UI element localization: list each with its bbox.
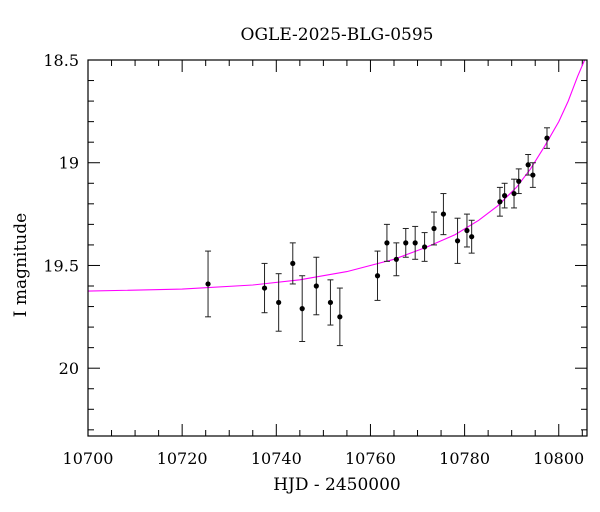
point-marker	[384, 240, 390, 246]
point-marker	[464, 227, 470, 234]
point-marker	[313, 283, 319, 289]
data-points-group	[205, 127, 550, 347]
y-axis-label: I magnitude	[11, 213, 31, 317]
y-tick-label: 18.5	[43, 51, 79, 70]
point-marker	[502, 193, 508, 199]
data-point	[511, 178, 518, 209]
data-point	[496, 186, 503, 217]
point-marker	[412, 240, 418, 246]
point-marker	[454, 238, 461, 244]
model-curve	[87, 59, 586, 292]
point-marker	[525, 162, 531, 168]
data-point	[412, 225, 419, 260]
model-curve-group	[87, 59, 586, 292]
point-marker	[516, 178, 522, 184]
x-tick-label: 10760	[345, 449, 396, 468]
data-point	[374, 250, 381, 301]
point-marker	[299, 306, 305, 312]
data-point	[275, 273, 282, 332]
point-marker	[393, 256, 399, 262]
data-point	[402, 227, 409, 258]
y-tick-label: 19	[59, 154, 79, 173]
data-point	[431, 211, 438, 246]
data-point	[261, 262, 268, 314]
x-axis-label: HJD - 2450000	[273, 475, 401, 495]
point-marker	[276, 299, 282, 306]
data-point	[393, 242, 400, 277]
tick-labels: 10700 10720 10740 10760 10780 10800 18.5 19 19.5…	[43, 51, 584, 468]
data-point	[299, 275, 306, 342]
data-point	[525, 154, 532, 176]
data-point	[289, 242, 296, 285]
data-point	[515, 168, 522, 195]
x-tick-label: 10780	[439, 449, 490, 468]
point-marker	[205, 281, 211, 287]
point-marker	[327, 299, 334, 306]
point-marker	[530, 172, 536, 178]
point-marker	[337, 314, 343, 320]
point-marker	[469, 234, 475, 240]
data-point	[421, 232, 428, 262]
point-marker	[403, 240, 409, 246]
point-marker	[421, 244, 428, 250]
data-point	[383, 223, 390, 262]
y-tick-label: 19.5	[43, 256, 79, 275]
data-point	[529, 162, 536, 188]
point-marker	[511, 190, 517, 197]
plot-frame	[87, 59, 588, 437]
point-marker	[290, 260, 296, 267]
x-tick-label: 10720	[157, 449, 208, 468]
data-point	[501, 182, 508, 209]
y-tick-label: 20	[59, 359, 79, 378]
axis-ticks	[87, 59, 587, 436]
x-tick-label: 10700	[63, 449, 114, 468]
data-point	[327, 279, 334, 326]
point-marker	[261, 285, 268, 291]
data-point	[336, 287, 343, 347]
data-point	[313, 256, 320, 316]
point-marker	[440, 211, 447, 217]
data-point	[454, 217, 461, 264]
x-tick-label: 10740	[251, 449, 302, 468]
chart-title: OGLE-2025-BLG-0595	[241, 25, 434, 45]
point-marker	[431, 225, 437, 232]
x-tick-label: 10800	[533, 449, 584, 468]
data-point	[440, 193, 447, 236]
data-point	[543, 127, 550, 149]
point-marker	[544, 135, 550, 141]
point-marker	[374, 273, 381, 279]
point-marker	[497, 199, 503, 205]
data-point	[205, 250, 212, 318]
data-point	[468, 219, 475, 254]
data-point	[463, 213, 470, 248]
